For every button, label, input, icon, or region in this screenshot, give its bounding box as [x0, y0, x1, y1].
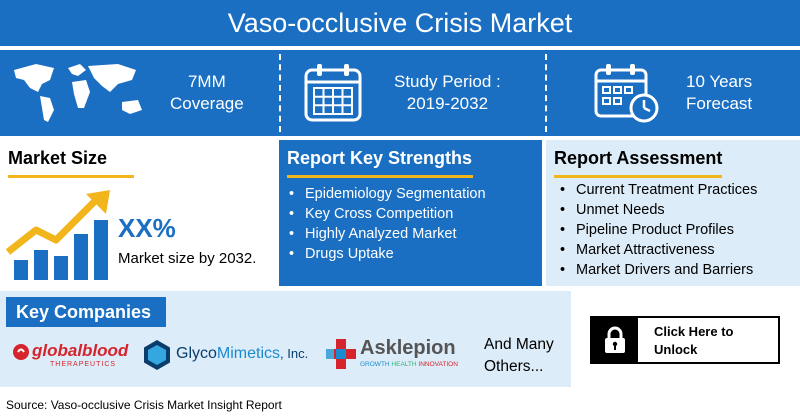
glycomimetics-logo: GlycoMimetics, Inc.	[142, 337, 312, 373]
more-line2: Others...	[484, 358, 544, 375]
heading-underline	[554, 175, 722, 178]
key-companies-heading: Key Companies	[6, 297, 166, 327]
market-size-value: XX%	[118, 213, 176, 243]
list-item: Current Treatment Practices	[560, 180, 757, 200]
calendar-icon	[300, 60, 366, 126]
more-companies-text: And Many Others...	[484, 334, 554, 378]
calendar-clock-icon	[590, 60, 662, 126]
forecast-line1: 10 Years	[686, 72, 753, 91]
mimetics-text: Mimetics	[216, 345, 281, 362]
stats-row: 7MM Coverage Study Period : 2019-2032	[0, 50, 800, 136]
list-item: Epidemiology Segmentation	[289, 184, 486, 204]
globalblood-logo: globalblood THERAPEUTICS	[12, 339, 132, 373]
unlock-button[interactable]: Click Here to Unlock	[590, 316, 780, 364]
blood-drop-icon	[12, 343, 30, 366]
list-item: Highly Analyzed Market	[289, 224, 486, 244]
page-title: Vaso-occlusive Crisis Market	[0, 0, 800, 46]
glyco-text: Glyco	[176, 345, 217, 362]
forecast-stat: 10 Years Forecast	[590, 50, 795, 136]
list-item: Drugs Uptake	[289, 244, 486, 264]
glycomimetics-name: GlycoMimetics, Inc.	[176, 345, 308, 363]
hexagon-icon	[142, 339, 172, 376]
key-companies-panel: Key Companies globalblood THERAPEUTICS G…	[0, 291, 571, 387]
more-line1: And Many	[484, 336, 554, 353]
market-size-panel: Market Size XX% Market size by 2032.	[0, 140, 278, 286]
unlock-line1: Click Here to	[654, 324, 734, 339]
list-item: Market Drivers and Barriers	[560, 260, 757, 280]
globalblood-sub: THERAPEUTICS	[50, 361, 117, 368]
coverage-stat: 7MM Coverage	[6, 50, 276, 136]
asklepion-logo: Asklepion GROWTH HEALTH INNOVATION	[326, 337, 471, 373]
report-assessment-heading: Report Assessment	[554, 148, 723, 168]
list-item: Key Cross Competition	[289, 204, 486, 224]
heading-underline	[8, 175, 134, 178]
list-item: Unmet Needs	[560, 200, 757, 220]
source-note: Source: Vaso-occlusive Crisis Market Ins…	[6, 398, 282, 412]
asklepion-tagline: GROWTH HEALTH INNOVATION	[360, 361, 458, 368]
key-strengths-list: Epidemiology Segmentation Key Cross Comp…	[289, 184, 486, 264]
coverage-line2: Coverage	[170, 94, 244, 113]
heading-underline	[287, 175, 473, 178]
key-strengths-heading: Report Key Strengths	[287, 148, 473, 168]
list-item: Pipeline Product Profiles	[560, 220, 757, 240]
unlock-line2: Unlock	[654, 342, 698, 357]
unlock-area: Click Here to Unlock	[571, 291, 800, 387]
market-size-heading: Market Size	[8, 148, 108, 168]
coverage-line1: 7MM	[187, 72, 226, 91]
innovation-text: INNOVATION	[418, 361, 458, 368]
cross-icon	[326, 339, 356, 374]
report-assessment-panel: Report Assessment Current Treatment Prac…	[546, 140, 800, 286]
world-map-icon	[6, 58, 156, 128]
study-period-value: 2019-2032	[406, 94, 489, 113]
key-strengths-panel: Report Key Strengths Epidemiology Segmen…	[279, 140, 542, 286]
growth-text: GROWTH	[360, 361, 390, 368]
study-period-stat: Study Period : 2019-2032	[300, 50, 545, 136]
divider	[545, 54, 547, 132]
globalblood-name: globalblood	[32, 341, 129, 360]
forecast-line2: Forecast	[686, 94, 753, 113]
asklepion-name: Asklepion	[360, 337, 456, 359]
study-period-label: Study Period :	[394, 72, 501, 91]
assessment-list: Current Treatment Practices Unmet Needs …	[560, 180, 757, 280]
list-item: Market Attractiveness	[560, 240, 757, 260]
unlock-label: Click Here to Unlock	[654, 323, 733, 359]
market-size-caption: Market size by 2032.	[118, 250, 257, 267]
health-text: HEALTH	[391, 361, 417, 368]
growth-chart-icon	[5, 190, 114, 280]
inc-text: , Inc.	[280, 346, 309, 361]
lock-icon	[592, 318, 638, 362]
divider	[279, 54, 281, 132]
